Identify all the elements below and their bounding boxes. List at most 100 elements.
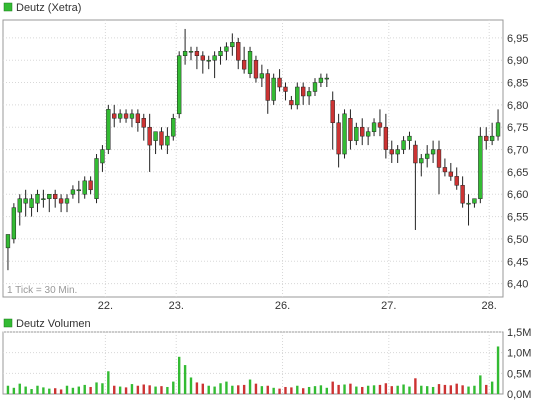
candle-body-up	[489, 135, 495, 141]
volume-bar	[189, 377, 193, 394]
volume-bar	[449, 385, 453, 394]
candle	[472, 198, 477, 208]
volume-bar	[313, 386, 317, 394]
candle-body-down	[141, 118, 146, 128]
volume-bar	[372, 385, 376, 394]
candle	[442, 158, 448, 177]
candle	[413, 140, 418, 230]
candle-body-up	[324, 77, 329, 80]
candle	[11, 203, 17, 244]
volume-bar	[431, 386, 435, 394]
candle	[383, 113, 389, 159]
candle	[35, 189, 40, 213]
candle-body-up	[177, 55, 182, 115]
volume-bar	[24, 386, 27, 394]
volume-bar	[195, 382, 199, 394]
candle-body-down	[112, 113, 117, 119]
volume-bar	[107, 371, 110, 394]
candle	[360, 118, 365, 146]
volume-bar	[443, 384, 447, 394]
volume-bar	[154, 386, 157, 394]
candle	[495, 109, 501, 141]
candle-body-down	[413, 144, 418, 164]
volume-bar	[124, 387, 128, 394]
price-y-tick-label: 6,45	[507, 256, 528, 268]
volume-plot-frame	[2, 331, 504, 395]
candle-body-down	[348, 118, 353, 141]
candle-body-down	[330, 100, 335, 124]
volume-bar	[160, 386, 163, 394]
candle-body-up	[495, 122, 501, 137]
candle	[354, 122, 359, 146]
volume-bar	[266, 385, 269, 394]
candle-body-up	[11, 207, 17, 240]
candle-body-up	[106, 109, 111, 150]
candle	[230, 33, 235, 56]
candle	[407, 131, 412, 150]
candle-body-up	[318, 77, 324, 83]
candle-body-down	[377, 122, 383, 128]
volume-bar	[101, 383, 104, 394]
candle-body-up	[100, 149, 105, 164]
candle	[200, 51, 205, 74]
candle	[171, 113, 176, 141]
price-y-tick-label: 6,90	[507, 55, 528, 67]
candle-body-down	[236, 42, 241, 61]
price-y-tick-label: 6,65	[507, 167, 528, 179]
candle-body-down	[436, 149, 442, 168]
candle	[436, 140, 442, 195]
volume-bar	[254, 383, 258, 394]
volume-bar	[207, 385, 210, 394]
volume-bar	[148, 385, 151, 394]
candle	[377, 109, 383, 137]
candle	[454, 167, 459, 190]
candle-body-down	[200, 55, 205, 61]
volume-bar	[65, 385, 69, 394]
volume-bar	[177, 356, 181, 394]
candle	[425, 145, 430, 168]
candle-body-down	[241, 59, 247, 70]
volume-bar	[325, 387, 329, 394]
volume-bar	[296, 385, 299, 394]
candle	[342, 109, 347, 159]
candle-body-up	[5, 234, 11, 249]
volume-chart-title: Deutz Volumen	[16, 318, 91, 330]
candle-body-up	[17, 198, 22, 213]
candle-body-up	[401, 140, 406, 150]
price-x-tick-label: 23.	[169, 300, 184, 312]
price-y-tick-label: 6,85	[507, 78, 528, 90]
volume-bar	[6, 385, 10, 394]
candle-body-up	[212, 55, 217, 61]
candle-body-up	[94, 158, 99, 199]
candle-body-down	[289, 100, 294, 106]
candle	[448, 162, 453, 181]
candle-body-down	[265, 73, 270, 101]
candle	[389, 140, 394, 163]
volume-bar	[496, 346, 500, 394]
volume-bar	[18, 383, 21, 394]
candle-body-up	[354, 126, 359, 141]
candle	[224, 42, 229, 61]
candle	[53, 189, 58, 208]
candle	[112, 104, 117, 128]
candle	[94, 154, 99, 204]
candle-body-up	[342, 113, 347, 155]
candle-body-up	[76, 189, 81, 192]
volume-bar	[473, 385, 476, 394]
candle-body-up	[295, 86, 300, 106]
volume-y-tick-label: 0,5M	[507, 368, 531, 380]
volume-bar	[89, 386, 92, 394]
volume-bar	[378, 384, 382, 394]
volume-bar	[337, 384, 340, 394]
volume-bar	[390, 386, 393, 394]
volume-bar	[408, 386, 411, 394]
candle-body-down	[448, 171, 453, 177]
price-x-tick-label: 27.	[381, 300, 396, 312]
candle	[159, 127, 164, 150]
volume-bar	[402, 384, 405, 394]
candle-body-up	[224, 46, 229, 52]
candle-body-down	[253, 59, 259, 79]
candle	[289, 95, 294, 110]
volume-bar	[136, 385, 140, 394]
candle-body-up	[247, 51, 253, 74]
